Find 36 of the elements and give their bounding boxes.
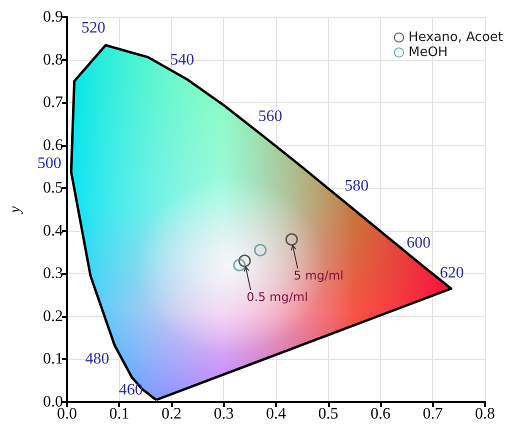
x-tick-label: 0.4 — [266, 406, 286, 422]
annotation: 480 — [85, 350, 110, 368]
x-tick-label: 0.0 — [57, 406, 77, 422]
y-tick-label: 0.4 — [43, 222, 63, 240]
x-tick-label: 0.2 — [162, 406, 182, 422]
annotation: 580 — [344, 177, 369, 194]
y-axis-title: y — [8, 206, 24, 215]
point — [285, 233, 298, 246]
annotation: 5 mg/ml — [294, 268, 344, 282]
annotation: 500 — [37, 154, 62, 172]
legend-label: Hexano, Acoet — [408, 30, 504, 45]
y-tick-label: 0.8 — [43, 51, 63, 68]
annotation: 560 — [258, 108, 282, 125]
x-tick-label: 0.8 — [475, 406, 495, 422]
annotation: 460 — [118, 382, 143, 398]
x-tick-label: 0.1 — [109, 406, 130, 422]
point — [233, 258, 246, 272]
x-tick-label: 0.3 — [214, 406, 234, 422]
y-tick-label: 0.3 — [43, 265, 63, 282]
annotation: 600 — [406, 234, 431, 252]
y-tick-label: 0.1 — [43, 350, 63, 368]
point — [254, 244, 267, 256]
annotation: 540 — [170, 51, 194, 68]
x-tick-label: 0.5 — [318, 406, 338, 422]
annotation: 620 — [440, 264, 464, 282]
y-tick-label: 0.6 — [43, 136, 63, 154]
y-tick-label: 0.2 — [43, 308, 63, 325]
y-tick-label: 0.5 — [43, 180, 63, 197]
point — [238, 254, 251, 268]
legend-label: MeOH — [408, 45, 448, 60]
x-tick-label: 0.6 — [370, 406, 390, 422]
y-tick-label: 0.9 — [43, 8, 63, 26]
annotation: 520 — [81, 20, 106, 37]
x-tick-label: 0.7 — [422, 406, 443, 422]
annotation: 0.5 mg/ml — [246, 290, 308, 304]
y-tick-label: 0.7 — [43, 94, 63, 112]
